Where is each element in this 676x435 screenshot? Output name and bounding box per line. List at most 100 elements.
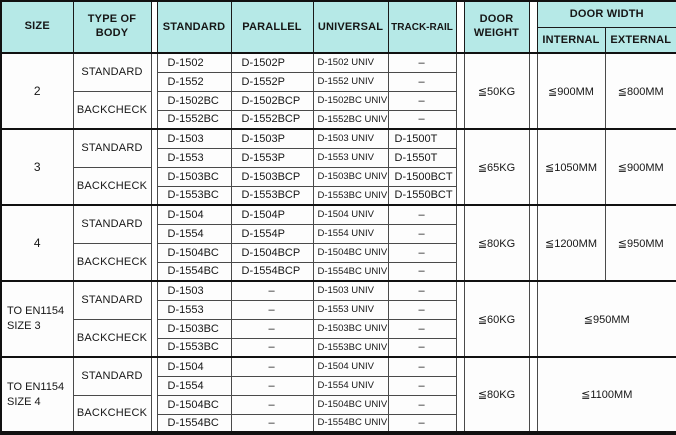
col-header-door-width: DOOR WIDTH: [536, 0, 676, 28]
model-cell: D-1503: [156, 128, 232, 149]
model-cell: D-1503BC UNIV: [312, 318, 389, 339]
track-rail-cell: D-1550T: [387, 147, 457, 168]
track-rail-cell: –: [387, 356, 457, 377]
model-cell: D-1553: [156, 299, 232, 320]
column-gap: [529, 0, 537, 53]
column-gap: [151, 128, 157, 205]
size-cell: TO EN1154 SIZE 4: [0, 356, 74, 434]
door-width-cell: ≦1100MM: [536, 356, 676, 434]
model-cell: D-1552P: [230, 71, 314, 92]
column-gap: [456, 128, 464, 205]
model-cell: D-1504BC UNIV: [312, 394, 389, 415]
body-type-cell: STANDARD: [72, 128, 152, 168]
model-cell: D-1552BCP: [230, 109, 314, 130]
col-header-size: SIZE: [0, 0, 74, 54]
door-width-cell: ≦950MM: [536, 280, 676, 358]
model-cell: D-1504BCP: [230, 242, 314, 263]
column-gap: [529, 280, 537, 357]
body-type-cell: STANDARD: [72, 204, 152, 244]
door-width-internal-cell: ≦900MM: [536, 52, 606, 130]
model-cell: D-1554 UNIV: [312, 375, 389, 396]
column-gap: [151, 0, 157, 53]
model-cell: D-1504: [156, 356, 232, 377]
column-gap: [456, 52, 464, 129]
model-cell: D-1553BC: [156, 185, 232, 206]
model-cell: D-1554BC UNIV: [312, 413, 389, 434]
model-cell: D-1504BC: [156, 394, 232, 415]
column-gap: [151, 356, 157, 433]
model-cell: –: [230, 337, 314, 358]
col-header-type-of-body: TYPE OF BODY: [72, 0, 152, 54]
model-cell: D-1504 UNIV: [312, 356, 389, 377]
column-gap: [529, 356, 537, 433]
track-rail-cell: –: [387, 299, 457, 320]
column-gap: [456, 356, 464, 433]
model-cell: –: [230, 280, 314, 301]
model-cell: D-1552BC UNIV: [312, 109, 389, 130]
track-rail-cell: –: [387, 337, 457, 358]
model-cell: D-1503BCP: [230, 166, 314, 187]
model-cell: –: [230, 299, 314, 320]
model-cell: D-1553BCP: [230, 185, 314, 206]
column-gap: [456, 0, 464, 53]
column-gap: [151, 280, 157, 357]
model-cell: D-1504: [156, 204, 232, 225]
model-cell: D-1554 UNIV: [312, 223, 389, 244]
model-cell: –: [230, 356, 314, 377]
model-cell: D-1554BC: [156, 413, 232, 434]
model-cell: D-1503 UNIV: [312, 128, 389, 149]
model-cell: D-1554BCP: [230, 261, 314, 282]
model-cell: –: [230, 394, 314, 415]
column-gap: [151, 204, 157, 281]
body-type-cell: STANDARD: [72, 280, 152, 320]
model-cell: D-1502BC: [156, 90, 232, 111]
track-rail-cell: –: [387, 261, 457, 282]
model-cell: D-1503BC UNIV: [312, 166, 389, 187]
track-rail-cell: –: [387, 109, 457, 130]
model-cell: D-1502BC UNIV: [312, 90, 389, 111]
track-rail-cell: –: [387, 413, 457, 434]
door-width-external-cell: ≦950MM: [604, 204, 676, 282]
model-cell: D-1503: [156, 280, 232, 301]
col-header-universal: UNIVERSAL: [312, 0, 389, 54]
column-gap: [529, 52, 537, 129]
model-cell: D-1504BC: [156, 242, 232, 263]
model-cell: D-1554: [156, 223, 232, 244]
track-rail-cell: –: [387, 90, 457, 111]
size-label-line2: SIZE 4: [7, 395, 41, 408]
model-cell: D-1553BC UNIV: [312, 185, 389, 206]
col-header-standard: STANDARD: [156, 0, 232, 54]
track-rail-cell: –: [387, 71, 457, 92]
model-cell: D-1554BC: [156, 261, 232, 282]
model-cell: D-1504 UNIV: [312, 204, 389, 225]
model-cell: –: [230, 375, 314, 396]
model-cell: D-1552: [156, 71, 232, 92]
model-cell: D-1504P: [230, 204, 314, 225]
size-cell: 3: [0, 128, 74, 206]
track-rail-cell: –: [387, 280, 457, 301]
size-label-line2: SIZE 3: [7, 320, 41, 332]
model-cell: D-1503BC: [156, 318, 232, 339]
track-rail-cell: D-1500T: [387, 128, 457, 149]
model-cell: D-1503P: [230, 128, 314, 149]
model-cell: D-1553 UNIV: [312, 299, 389, 320]
model-cell: D-1503 UNIV: [312, 280, 389, 301]
model-cell: D-1554BC UNIV: [312, 261, 389, 282]
model-cell: D-1503BC: [156, 166, 232, 187]
door-width-external-cell: ≦900MM: [604, 128, 676, 206]
body-type-cell: BACKCHECK: [72, 394, 152, 434]
size-cell: TO EN1154 SIZE 3: [0, 280, 74, 358]
model-cell: D-1553BC UNIV: [312, 337, 389, 358]
model-cell: D-1552 UNIV: [312, 71, 389, 92]
track-rail-cell: –: [387, 223, 457, 244]
col-header-external: EXTERNAL: [604, 26, 676, 54]
track-rail-cell: –: [387, 318, 457, 339]
column-gap: [456, 280, 464, 357]
size-label-line1: TO EN1154: [7, 380, 65, 393]
model-cell: –: [230, 413, 314, 434]
body-type-cell: BACKCHECK: [72, 242, 152, 282]
body-type-cell: BACKCHECK: [72, 90, 152, 130]
col-header-internal: INTERNAL: [536, 26, 606, 54]
track-rail-cell: D-1500BCT: [387, 166, 457, 187]
